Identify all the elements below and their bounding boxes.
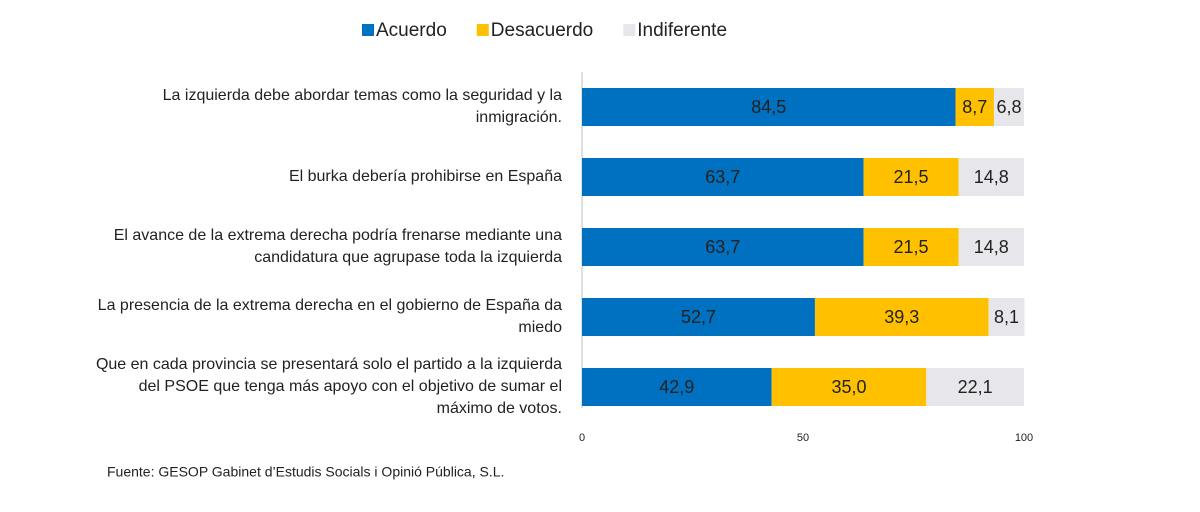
category-label: El burka debería prohibirse en España xyxy=(90,142,562,212)
x-tick-label: 100 xyxy=(1015,432,1033,444)
bar-segment xyxy=(582,88,956,126)
category-text: Que en cada provincia se presentará solo… xyxy=(95,356,562,417)
value-label: 6,8 xyxy=(996,97,1021,117)
bar-segment xyxy=(771,368,927,406)
bar-segment xyxy=(926,368,1024,406)
category-text: El burka debería prohibirse en España xyxy=(288,168,562,185)
value-label: 21,5 xyxy=(894,167,929,187)
legend-swatch xyxy=(623,24,636,36)
value-label: 35,0 xyxy=(831,377,866,397)
bar-segment xyxy=(958,228,1024,266)
category-label: La presencia de la extrema derecha en el… xyxy=(90,282,562,352)
legend-label: Desacuerdo xyxy=(491,20,593,41)
value-label: 39,3 xyxy=(884,307,919,327)
x-tick-label: 50 xyxy=(797,432,809,444)
value-label: 22,1 xyxy=(958,377,993,397)
bar-segment xyxy=(958,158,1024,196)
value-label: 63,7 xyxy=(705,167,740,187)
category-label: La izquierda debe abordar temas como la … xyxy=(90,72,562,142)
category-label: El avance de la extrema derecha podría f… xyxy=(90,212,562,282)
bar-segment xyxy=(582,228,864,266)
category-text: El avance de la extrema derecha podría f… xyxy=(113,227,562,266)
value-label: 8,1 xyxy=(994,307,1019,327)
value-label: 84,5 xyxy=(751,97,786,117)
value-label: 14,8 xyxy=(974,237,1009,257)
source: Fuente: GESOP Gabinet d’Estudis Socials … xyxy=(107,464,504,480)
category-text: La presencia de la extrema derecha en el… xyxy=(97,297,562,336)
bar-segment xyxy=(955,88,994,126)
bar-segment xyxy=(993,88,1024,126)
bar-segment xyxy=(582,158,864,196)
category-text: La izquierda debe abordar temas como la … xyxy=(162,87,562,126)
value-label: 42,9 xyxy=(659,377,694,397)
value-label: 63,7 xyxy=(705,237,740,257)
legend-label: Indiferente xyxy=(637,20,727,41)
bar-segment xyxy=(863,228,959,266)
bar-segment xyxy=(814,298,989,336)
bar-segment xyxy=(582,298,815,336)
legend-swatch xyxy=(476,24,489,36)
value-label: 52,7 xyxy=(681,307,716,327)
value-label: 14,8 xyxy=(974,167,1009,187)
bar-segment xyxy=(863,158,959,196)
value-label: 21,5 xyxy=(894,237,929,257)
category-label: Que en cada provincia se presentará solo… xyxy=(90,352,562,422)
bar-segment xyxy=(988,298,1025,336)
legend-swatch xyxy=(362,24,374,36)
bar-segment xyxy=(582,368,772,406)
value-label: 8,7 xyxy=(962,97,987,117)
x-tick-label: 0 xyxy=(579,432,585,444)
legend-label: Acuerdo xyxy=(376,20,447,41)
